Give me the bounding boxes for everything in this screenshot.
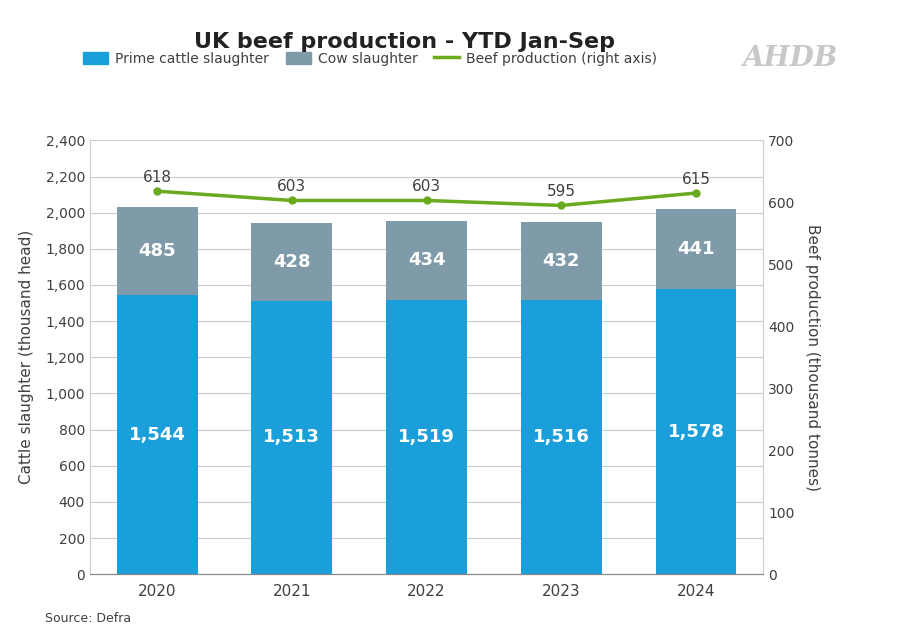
Text: 432: 432: [542, 252, 580, 270]
Legend: Prime cattle slaughter, Cow slaughter, Beef production (right axis): Prime cattle slaughter, Cow slaughter, B…: [84, 52, 657, 66]
Y-axis label: Beef production (thousand tonnes): Beef production (thousand tonnes): [805, 224, 820, 491]
Text: 428: 428: [273, 253, 311, 271]
Text: 595: 595: [547, 184, 576, 199]
Text: 603: 603: [277, 179, 306, 195]
Bar: [251, 300, 332, 574]
Text: 618: 618: [143, 170, 172, 185]
Text: 434: 434: [408, 251, 445, 269]
Bar: [251, 223, 332, 300]
Text: 603: 603: [412, 179, 441, 195]
Bar: [386, 300, 467, 574]
Bar: [656, 209, 736, 289]
Bar: [656, 289, 736, 574]
Bar: [117, 295, 198, 574]
Text: 615: 615: [682, 172, 710, 187]
Text: 485: 485: [138, 242, 176, 260]
Y-axis label: Cattle slaughter (thousand head): Cattle slaughter (thousand head): [19, 230, 34, 484]
Text: UK beef production - YTD Jan-Sep: UK beef production - YTD Jan-Sep: [194, 32, 614, 52]
Text: AHDB: AHDB: [743, 45, 838, 71]
Bar: [117, 207, 198, 295]
Bar: [386, 221, 467, 300]
Text: 1,519: 1,519: [398, 428, 455, 446]
Text: 1,513: 1,513: [263, 429, 321, 447]
Bar: [521, 300, 602, 574]
Text: 1,516: 1,516: [533, 428, 590, 446]
Bar: [521, 222, 602, 300]
Text: 1,578: 1,578: [667, 422, 725, 441]
Text: 1,544: 1,544: [128, 426, 186, 443]
Text: Source: Defra: Source: Defra: [45, 612, 131, 625]
Text: 441: 441: [677, 240, 715, 258]
